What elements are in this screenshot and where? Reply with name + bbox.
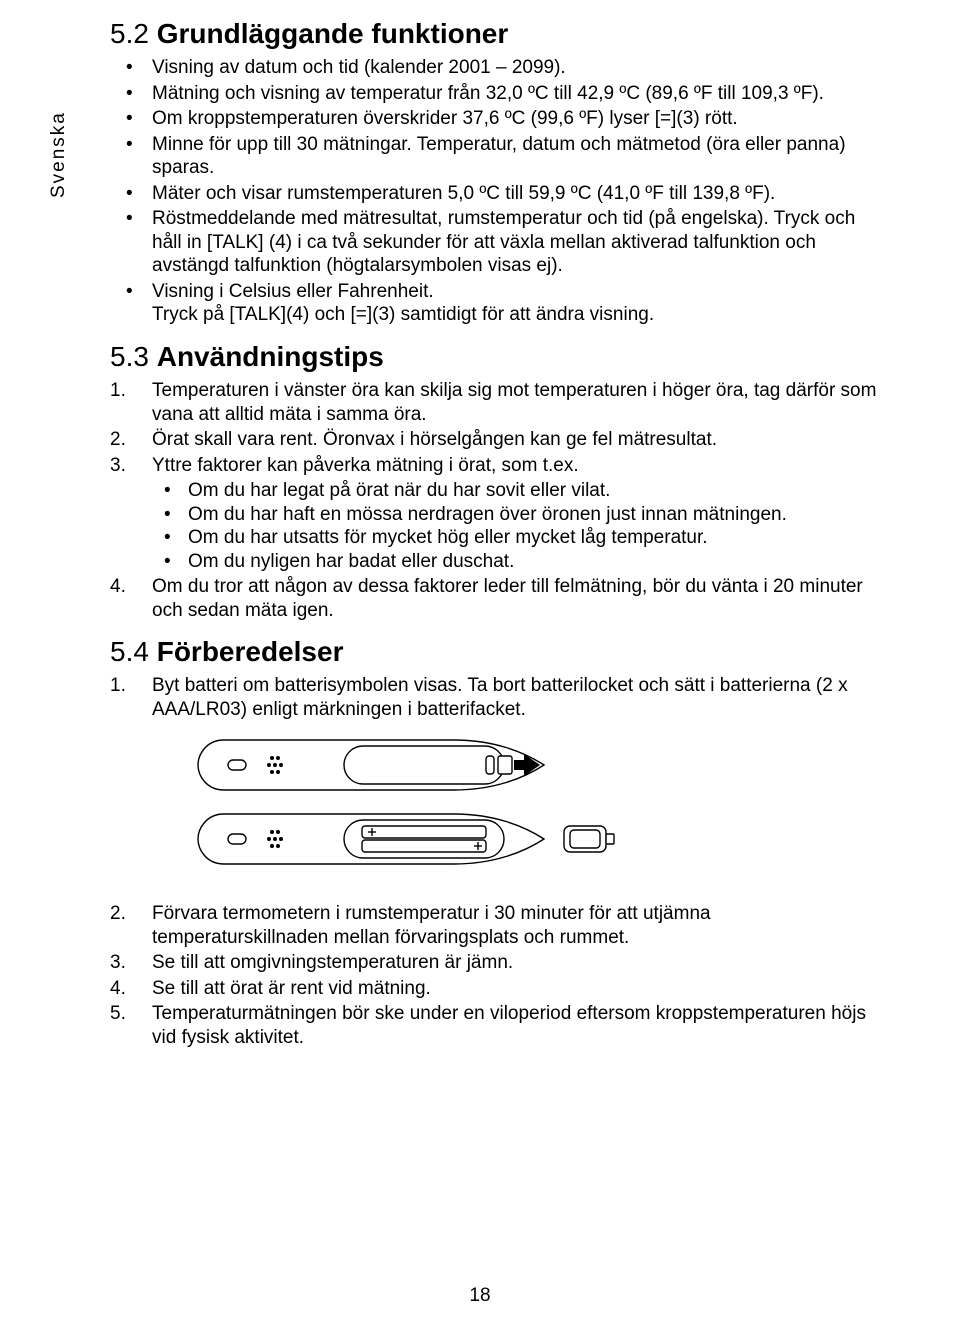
- list-item: Temperaturmätningen bör ske under en vil…: [110, 1002, 880, 1049]
- language-tab: Svenska: [48, 111, 70, 198]
- list-item: Yttre faktorer kan påverka mätning i öra…: [110, 454, 880, 574]
- list-item-text: Byt batteri om batterisymbolen visas. Ta…: [152, 675, 848, 720]
- list-item: Förvara termometern i rumstemperatur i 3…: [110, 902, 880, 949]
- list-item: Om du har haft en mössa nerdragen över ö…: [152, 503, 880, 527]
- list-item: Om du tror att någon av dessa faktorer l…: [110, 575, 880, 622]
- list-item: Se till att örat är rent vid mätning.: [110, 977, 880, 1001]
- section-5-3-heading: 5.3 Användningstips: [110, 341, 880, 373]
- list-item: Byt batteri om batterisymbolen visas. Ta…: [110, 674, 880, 886]
- list-item-text: Yttre faktorer kan påverka mätning i öra…: [152, 455, 579, 476]
- section-5-4-list: Byt batteri om batterisymbolen visas. Ta…: [110, 674, 880, 1049]
- list-item: Visning av datum och tid (kalender 2001 …: [110, 56, 880, 80]
- section-title-text: Användningstips: [157, 341, 384, 372]
- section-5-4-heading: 5.4 Förberedelser: [110, 636, 880, 668]
- thermometer-diagram-icon: [194, 730, 644, 880]
- list-item: Se till att omgivningstemperaturen är jä…: [110, 951, 880, 975]
- list-item: Minne för upp till 30 mätningar. Tempera…: [110, 133, 880, 180]
- list-item: Om du har legat på örat när du har sovit…: [152, 479, 880, 503]
- list-item: Mäter och visar rumstemperaturen 5,0 ºC …: [110, 182, 880, 206]
- list-item: Om du har utsatts för mycket hög eller m…: [152, 526, 880, 550]
- list-item: Örat skall vara rent. Öronvax i hörselgå…: [110, 428, 880, 452]
- list-item: Visning i Celsius eller Fahrenheit. Tryc…: [110, 280, 880, 327]
- section-5-3-list: Temperaturen i vänster öra kan skilja si…: [110, 379, 880, 622]
- list-item: Temperaturen i vänster öra kan skilja si…: [110, 379, 880, 426]
- page-number: 18: [0, 1285, 960, 1307]
- list-item: Om kroppstemperaturen överskrider 37,6 º…: [110, 107, 880, 131]
- battery-figure: [194, 730, 880, 887]
- section-number: 5.2: [110, 18, 149, 49]
- document-page: Svenska 5.2 Grundläggande funktioner Vis…: [0, 0, 960, 1337]
- list-item: Om du nyligen har badat eller duschat.: [152, 550, 880, 574]
- section-title-text: Grundläggande funktioner: [157, 18, 509, 49]
- list-item: Mätning och visning av temperatur från 3…: [110, 82, 880, 106]
- list-item: Röstmeddelande med mätresultat, rumstemp…: [110, 207, 880, 278]
- section-5-3-sublist: Om du har legat på örat när du har sovit…: [152, 479, 880, 573]
- section-5-2-list: Visning av datum och tid (kalender 2001 …: [110, 56, 880, 327]
- section-5-2-heading: 5.2 Grundläggande funktioner: [110, 18, 880, 50]
- section-number: 5.3: [110, 341, 149, 372]
- section-title-text: Förberedelser: [157, 636, 344, 667]
- section-number: 5.4: [110, 636, 149, 667]
